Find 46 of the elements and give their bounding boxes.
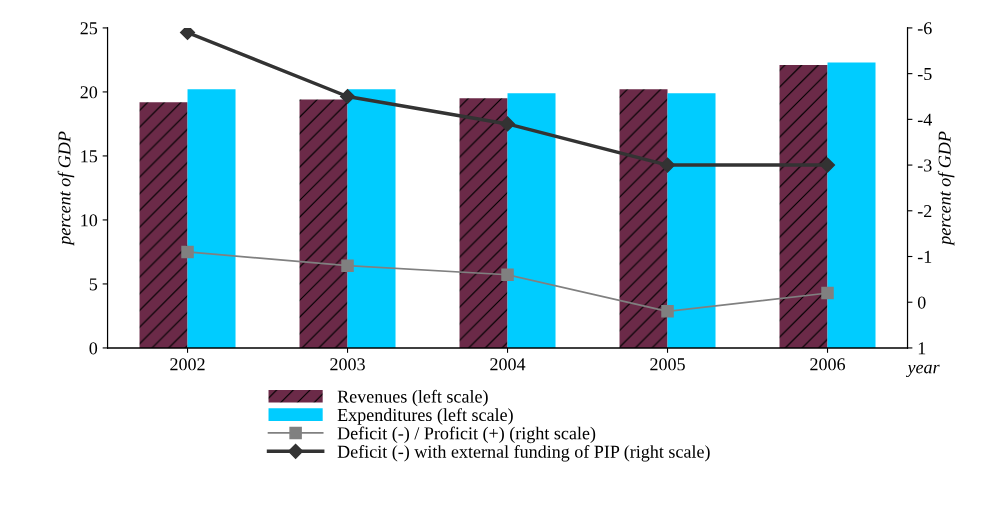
bar bbox=[507, 93, 556, 348]
point bbox=[339, 88, 356, 105]
bar bbox=[779, 65, 828, 348]
x-tick-label: 2006 bbox=[810, 358, 846, 371]
y-tick-label: 0 bbox=[89, 342, 98, 355]
y2-tick-label: -5 bbox=[917, 68, 932, 81]
y-tick-label: 5 bbox=[89, 278, 98, 291]
bar bbox=[347, 89, 396, 348]
x-tick-label: 2004 bbox=[490, 358, 526, 371]
y2-tick-label: 1 bbox=[918, 342, 926, 355]
point bbox=[181, 245, 194, 259]
x-axis-title: year bbox=[906, 364, 940, 378]
y-axis-title: percent of GDP bbox=[57, 131, 75, 246]
bar bbox=[187, 89, 236, 348]
point bbox=[661, 305, 674, 318]
y-tick-label: 10 bbox=[81, 214, 98, 227]
bar bbox=[827, 62, 876, 348]
y2-tick-label: -3 bbox=[917, 159, 932, 172]
y2-axis-title: percent of GDP bbox=[937, 131, 955, 246]
point bbox=[341, 259, 354, 272]
point bbox=[179, 27, 196, 41]
bar bbox=[139, 102, 188, 348]
point bbox=[819, 157, 836, 173]
y2-tick-label: -6 bbox=[917, 22, 932, 35]
point bbox=[501, 268, 514, 282]
bar bbox=[299, 99, 348, 348]
y-tick-label: 20 bbox=[80, 86, 98, 99]
y2-tick-label: -4 bbox=[917, 113, 932, 126]
legend-label: Deficit (-) / Proficit (+) (right scale) bbox=[337, 426, 596, 444]
point bbox=[499, 116, 516, 132]
legend-label: Expenditures (left scale) bbox=[337, 408, 513, 425]
y2-tick-label: -2 bbox=[917, 205, 932, 218]
point bbox=[659, 157, 676, 173]
legend-label: Deficit (-) with external funding of PIP (right scale) bbox=[337, 444, 710, 462]
point bbox=[821, 286, 834, 300]
y2-tick-label: -1 bbox=[917, 250, 932, 263]
bar bbox=[459, 98, 508, 348]
y2-tick-label: 0 bbox=[917, 296, 926, 309]
y-tick-label: 15 bbox=[81, 150, 98, 163]
bar bbox=[619, 89, 668, 348]
x-tick-label: 2003 bbox=[330, 358, 365, 371]
x-tick-label: 2002 bbox=[170, 358, 205, 371]
x-tick-label: 2005 bbox=[650, 358, 685, 371]
bar bbox=[667, 93, 716, 348]
legend-label: Revenues (left scale) bbox=[337, 389, 488, 407]
y-tick-label: 25 bbox=[80, 22, 98, 35]
